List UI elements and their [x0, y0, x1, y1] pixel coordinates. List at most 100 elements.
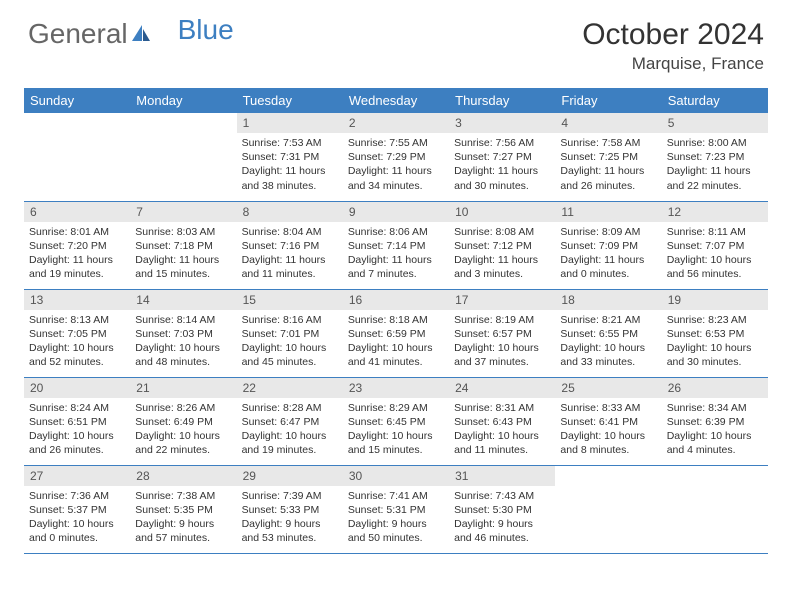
calendar-day-cell: 9Sunrise: 8:06 AMSunset: 7:14 PMDaylight…: [343, 201, 449, 289]
weekday-header: Wednesday: [343, 88, 449, 113]
day-number: 20: [24, 378, 130, 398]
calendar-day-cell: 19Sunrise: 8:23 AMSunset: 6:53 PMDayligh…: [662, 289, 768, 377]
calendar-day-cell: 13Sunrise: 8:13 AMSunset: 7:05 PMDayligh…: [24, 289, 130, 377]
day-details: Sunrise: 8:08 AMSunset: 7:12 PMDaylight:…: [449, 222, 555, 286]
calendar-table: SundayMondayTuesdayWednesdayThursdayFrid…: [24, 88, 768, 554]
day-number: 24: [449, 378, 555, 398]
calendar-day-cell: 21Sunrise: 8:26 AMSunset: 6:49 PMDayligh…: [130, 377, 236, 465]
calendar-day-cell: 7Sunrise: 8:03 AMSunset: 7:18 PMDaylight…: [130, 201, 236, 289]
month-title: October 2024: [582, 18, 764, 52]
calendar-day-cell: 12Sunrise: 8:11 AMSunset: 7:07 PMDayligh…: [662, 201, 768, 289]
calendar-week-row: 6Sunrise: 8:01 AMSunset: 7:20 PMDaylight…: [24, 201, 768, 289]
calendar-empty-cell: [662, 465, 768, 553]
calendar-day-cell: 14Sunrise: 8:14 AMSunset: 7:03 PMDayligh…: [130, 289, 236, 377]
weekday-header: Sunday: [24, 88, 130, 113]
day-number: 9: [343, 202, 449, 222]
day-number: 6: [24, 202, 130, 222]
calendar-day-cell: 23Sunrise: 8:29 AMSunset: 6:45 PMDayligh…: [343, 377, 449, 465]
day-details: Sunrise: 8:18 AMSunset: 6:59 PMDaylight:…: [343, 310, 449, 374]
calendar-day-cell: 27Sunrise: 7:36 AMSunset: 5:37 PMDayligh…: [24, 465, 130, 553]
calendar-week-row: 20Sunrise: 8:24 AMSunset: 6:51 PMDayligh…: [24, 377, 768, 465]
day-details: Sunrise: 8:14 AMSunset: 7:03 PMDaylight:…: [130, 310, 236, 374]
calendar-day-cell: 28Sunrise: 7:38 AMSunset: 5:35 PMDayligh…: [130, 465, 236, 553]
day-details: Sunrise: 8:09 AMSunset: 7:09 PMDaylight:…: [555, 222, 661, 286]
day-number: 23: [343, 378, 449, 398]
brand-text-1: General: [28, 18, 128, 50]
day-details: Sunrise: 7:53 AMSunset: 7:31 PMDaylight:…: [237, 133, 343, 197]
day-number: 19: [662, 290, 768, 310]
day-number: 12: [662, 202, 768, 222]
day-number: 27: [24, 466, 130, 486]
calendar-day-cell: 6Sunrise: 8:01 AMSunset: 7:20 PMDaylight…: [24, 201, 130, 289]
day-number: 28: [130, 466, 236, 486]
calendar-empty-cell: [130, 113, 236, 201]
calendar-empty-cell: [555, 465, 661, 553]
calendar-week-row: 1Sunrise: 7:53 AMSunset: 7:31 PMDaylight…: [24, 113, 768, 201]
day-number: 18: [555, 290, 661, 310]
day-number: 3: [449, 113, 555, 133]
day-details: Sunrise: 7:58 AMSunset: 7:25 PMDaylight:…: [555, 133, 661, 197]
calendar-day-cell: 29Sunrise: 7:39 AMSunset: 5:33 PMDayligh…: [237, 465, 343, 553]
weekday-header: Monday: [130, 88, 236, 113]
day-details: Sunrise: 8:31 AMSunset: 6:43 PMDaylight:…: [449, 398, 555, 462]
day-details: Sunrise: 8:01 AMSunset: 7:20 PMDaylight:…: [24, 222, 130, 286]
weekday-header: Friday: [555, 88, 661, 113]
calendar-day-cell: 30Sunrise: 7:41 AMSunset: 5:31 PMDayligh…: [343, 465, 449, 553]
calendar-body: 1Sunrise: 7:53 AMSunset: 7:31 PMDaylight…: [24, 113, 768, 553]
day-details: Sunrise: 8:21 AMSunset: 6:55 PMDaylight:…: [555, 310, 661, 374]
calendar-week-row: 27Sunrise: 7:36 AMSunset: 5:37 PMDayligh…: [24, 465, 768, 553]
calendar-day-cell: 1Sunrise: 7:53 AMSunset: 7:31 PMDaylight…: [237, 113, 343, 201]
day-details: Sunrise: 8:03 AMSunset: 7:18 PMDaylight:…: [130, 222, 236, 286]
calendar-day-cell: 10Sunrise: 8:08 AMSunset: 7:12 PMDayligh…: [449, 201, 555, 289]
day-details: Sunrise: 8:29 AMSunset: 6:45 PMDaylight:…: [343, 398, 449, 462]
brand-logo: General Blue: [28, 18, 234, 50]
day-details: Sunrise: 8:34 AMSunset: 6:39 PMDaylight:…: [662, 398, 768, 462]
calendar-day-cell: 25Sunrise: 8:33 AMSunset: 6:41 PMDayligh…: [555, 377, 661, 465]
page-header: General Blue October 2024 Marquise, Fran…: [0, 0, 792, 82]
calendar-day-cell: 18Sunrise: 8:21 AMSunset: 6:55 PMDayligh…: [555, 289, 661, 377]
day-number: 17: [449, 290, 555, 310]
day-number: 15: [237, 290, 343, 310]
calendar-day-cell: 20Sunrise: 8:24 AMSunset: 6:51 PMDayligh…: [24, 377, 130, 465]
day-details: Sunrise: 7:36 AMSunset: 5:37 PMDaylight:…: [24, 486, 130, 550]
day-number: 25: [555, 378, 661, 398]
calendar-day-cell: 22Sunrise: 8:28 AMSunset: 6:47 PMDayligh…: [237, 377, 343, 465]
calendar-day-cell: 8Sunrise: 8:04 AMSunset: 7:16 PMDaylight…: [237, 201, 343, 289]
day-number: 7: [130, 202, 236, 222]
calendar-day-cell: 16Sunrise: 8:18 AMSunset: 6:59 PMDayligh…: [343, 289, 449, 377]
day-number: 21: [130, 378, 236, 398]
day-details: Sunrise: 7:41 AMSunset: 5:31 PMDaylight:…: [343, 486, 449, 550]
day-number: 30: [343, 466, 449, 486]
calendar-empty-cell: [24, 113, 130, 201]
day-details: Sunrise: 7:55 AMSunset: 7:29 PMDaylight:…: [343, 133, 449, 197]
sail-icon: [130, 18, 152, 50]
calendar-day-cell: 3Sunrise: 7:56 AMSunset: 7:27 PMDaylight…: [449, 113, 555, 201]
day-number: 10: [449, 202, 555, 222]
day-details: Sunrise: 8:26 AMSunset: 6:49 PMDaylight:…: [130, 398, 236, 462]
title-block: October 2024 Marquise, France: [582, 18, 764, 74]
day-details: Sunrise: 8:11 AMSunset: 7:07 PMDaylight:…: [662, 222, 768, 286]
location-label: Marquise, France: [582, 54, 764, 74]
day-number: 16: [343, 290, 449, 310]
day-details: Sunrise: 7:56 AMSunset: 7:27 PMDaylight:…: [449, 133, 555, 197]
weekday-header: Tuesday: [237, 88, 343, 113]
day-number: 5: [662, 113, 768, 133]
calendar-day-cell: 5Sunrise: 8:00 AMSunset: 7:23 PMDaylight…: [662, 113, 768, 201]
day-details: Sunrise: 7:43 AMSunset: 5:30 PMDaylight:…: [449, 486, 555, 550]
day-number: 4: [555, 113, 661, 133]
day-number: 29: [237, 466, 343, 486]
day-number: 14: [130, 290, 236, 310]
weekday-header-row: SundayMondayTuesdayWednesdayThursdayFrid…: [24, 88, 768, 113]
day-details: Sunrise: 8:13 AMSunset: 7:05 PMDaylight:…: [24, 310, 130, 374]
day-details: Sunrise: 8:19 AMSunset: 6:57 PMDaylight:…: [449, 310, 555, 374]
calendar-day-cell: 17Sunrise: 8:19 AMSunset: 6:57 PMDayligh…: [449, 289, 555, 377]
day-details: Sunrise: 7:38 AMSunset: 5:35 PMDaylight:…: [130, 486, 236, 550]
day-number: 13: [24, 290, 130, 310]
day-number: 31: [449, 466, 555, 486]
calendar-day-cell: 15Sunrise: 8:16 AMSunset: 7:01 PMDayligh…: [237, 289, 343, 377]
weekday-header: Saturday: [662, 88, 768, 113]
calendar-week-row: 13Sunrise: 8:13 AMSunset: 7:05 PMDayligh…: [24, 289, 768, 377]
calendar-day-cell: 11Sunrise: 8:09 AMSunset: 7:09 PMDayligh…: [555, 201, 661, 289]
day-details: Sunrise: 8:33 AMSunset: 6:41 PMDaylight:…: [555, 398, 661, 462]
calendar-day-cell: 4Sunrise: 7:58 AMSunset: 7:25 PMDaylight…: [555, 113, 661, 201]
